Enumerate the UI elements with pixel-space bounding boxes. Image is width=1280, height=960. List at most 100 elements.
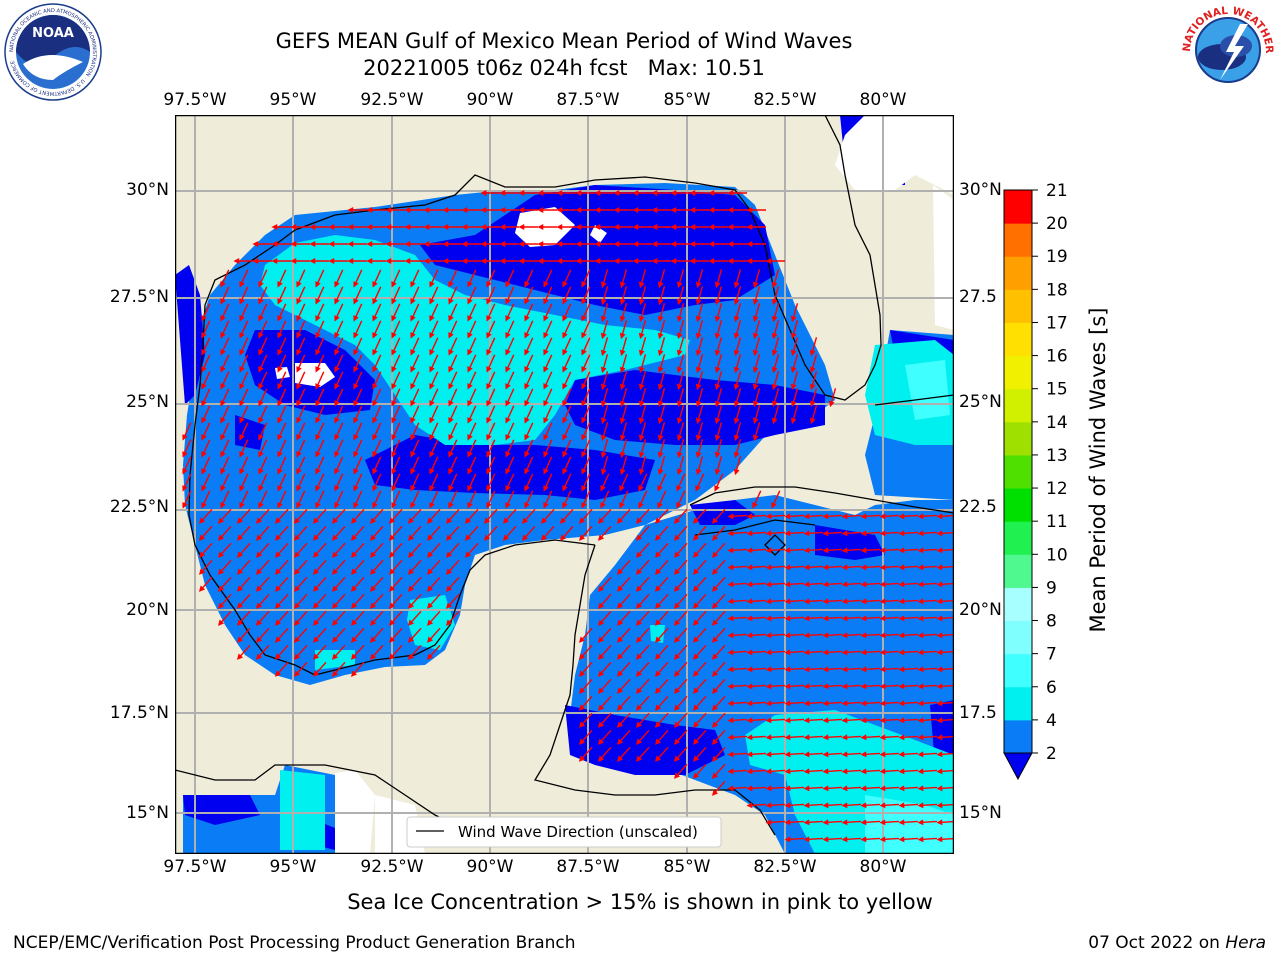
wind-arrow-head xyxy=(404,207,411,213)
wind-arrow-head xyxy=(524,349,530,356)
wind-arrow-head xyxy=(898,700,905,707)
wind-arrow-head xyxy=(236,636,244,643)
wind-arrow-head xyxy=(594,224,601,230)
wind-arrow-head xyxy=(524,298,530,305)
wind-arrow-head xyxy=(841,581,848,588)
wind-arrow-head xyxy=(296,366,302,373)
wind-arrow-head xyxy=(822,836,829,843)
wind-arrow-head xyxy=(597,670,605,677)
wind-arrow-head xyxy=(581,434,587,441)
wind-arrow-head xyxy=(448,298,454,305)
wind-arrow-head xyxy=(711,704,719,711)
wind-arrow-head xyxy=(315,366,321,373)
wind-arrow-head xyxy=(936,836,943,843)
wind-arrow-head xyxy=(429,485,435,492)
wind-arrow-head xyxy=(746,768,753,775)
wind-arrow-head xyxy=(350,568,358,575)
wind-arrow-head xyxy=(676,451,683,459)
wind-arrow-head xyxy=(562,451,568,458)
wind-arrow-head xyxy=(809,383,816,391)
wind-arrow-head xyxy=(784,530,791,537)
wind-arrow-head xyxy=(461,241,468,247)
lat-label: 22.5 xyxy=(959,497,997,517)
wind-arrow-head xyxy=(407,585,415,592)
wind-arrow-head xyxy=(673,568,681,575)
wind-arrow-head xyxy=(657,383,664,391)
wind-arrow-head xyxy=(182,468,188,475)
wind-arrow-head xyxy=(746,700,753,707)
wind-arrow-head xyxy=(727,581,734,588)
wind-arrow-head xyxy=(860,615,867,622)
wind-arrow-head xyxy=(483,534,491,541)
wind-arrow-head xyxy=(502,534,510,541)
wind-arrow-head xyxy=(936,819,943,826)
wind-arrow-head xyxy=(277,366,283,373)
wind-arrow-head xyxy=(828,400,835,408)
wind-arrow-head xyxy=(727,700,734,707)
colorbar-tick-label: 7 xyxy=(1046,645,1057,665)
wind-arrow-head xyxy=(366,258,373,264)
wind-arrow-head xyxy=(632,190,639,196)
wind-arrow-head xyxy=(524,332,530,339)
colorbar-tick-label: 6 xyxy=(1046,678,1057,698)
wind-arrow-head xyxy=(676,349,683,357)
wind-arrow-head xyxy=(562,298,568,305)
wind-arrow-head xyxy=(692,517,700,524)
wind-arrow-head xyxy=(182,434,188,441)
wind-arrow-head xyxy=(616,721,624,728)
wind-arrow-head xyxy=(733,332,740,340)
colorbar-tick-label: 2 xyxy=(1046,744,1057,764)
wind-arrow-head xyxy=(733,451,740,459)
wind-arrow-head xyxy=(486,502,492,509)
wind-arrow-head xyxy=(274,619,282,626)
wind-arrow-head xyxy=(486,349,492,356)
wind-arrow-head xyxy=(727,224,734,230)
wind-arrow-head xyxy=(822,700,829,707)
wind-arrow-head xyxy=(201,400,207,407)
wind-arrow-head xyxy=(448,281,454,288)
wind-arrow-head xyxy=(654,636,662,643)
nws-logo: NATIONAL WEATHER SERVICE xyxy=(1178,2,1276,100)
wind-arrow-head xyxy=(467,400,473,407)
wind-arrow-head xyxy=(201,417,207,424)
wind-arrow-head xyxy=(220,298,226,305)
wind-arrow-head xyxy=(239,417,245,424)
wind-arrow-head xyxy=(594,258,601,264)
wind-arrow-head xyxy=(562,434,568,441)
wind-arrow-head xyxy=(293,670,301,677)
wind-arrow-head xyxy=(784,598,791,605)
wind-arrow-head xyxy=(347,258,354,264)
wind-arrow-head xyxy=(692,534,700,541)
wind-arrow-head xyxy=(369,551,377,558)
wind-arrow-head xyxy=(616,636,624,643)
wind-arrow-head xyxy=(917,615,924,622)
wind-arrow-head xyxy=(236,585,244,592)
wind-arrow-head xyxy=(676,332,683,340)
wind-arrow-head xyxy=(372,417,378,424)
wind-arrow-head xyxy=(638,485,644,492)
wind-arrow-head xyxy=(879,836,886,843)
wind-arrow-head xyxy=(353,502,359,509)
noaa-text: NOAA xyxy=(32,26,74,41)
wind-arrow-head xyxy=(467,417,473,424)
wind-arrow-head xyxy=(746,717,753,724)
colorbar-block xyxy=(1004,289,1032,323)
wind-arrow-head xyxy=(695,281,702,289)
wind-arrow-head xyxy=(486,468,492,475)
wind-arrow-head xyxy=(236,534,244,541)
lat-label: 30°N xyxy=(126,180,169,200)
wind-arrow-head xyxy=(543,349,549,356)
wind-arrow-head xyxy=(657,315,664,323)
wind-arrow-head xyxy=(334,349,340,356)
wind-arrow-head xyxy=(334,434,340,441)
wind-arrow-head xyxy=(391,417,397,424)
wind-arrow-head xyxy=(543,332,549,339)
wind-arrow-head xyxy=(505,417,511,424)
wind-arrow-head xyxy=(505,502,511,509)
wind-arrow-head xyxy=(315,502,321,509)
wind-arrow-head xyxy=(692,772,700,779)
colorbar-tick-label: 11 xyxy=(1046,512,1068,532)
wind-arrow-head xyxy=(936,768,943,775)
wind-arrow-head xyxy=(711,568,719,575)
wind-arrow-head xyxy=(233,258,240,264)
